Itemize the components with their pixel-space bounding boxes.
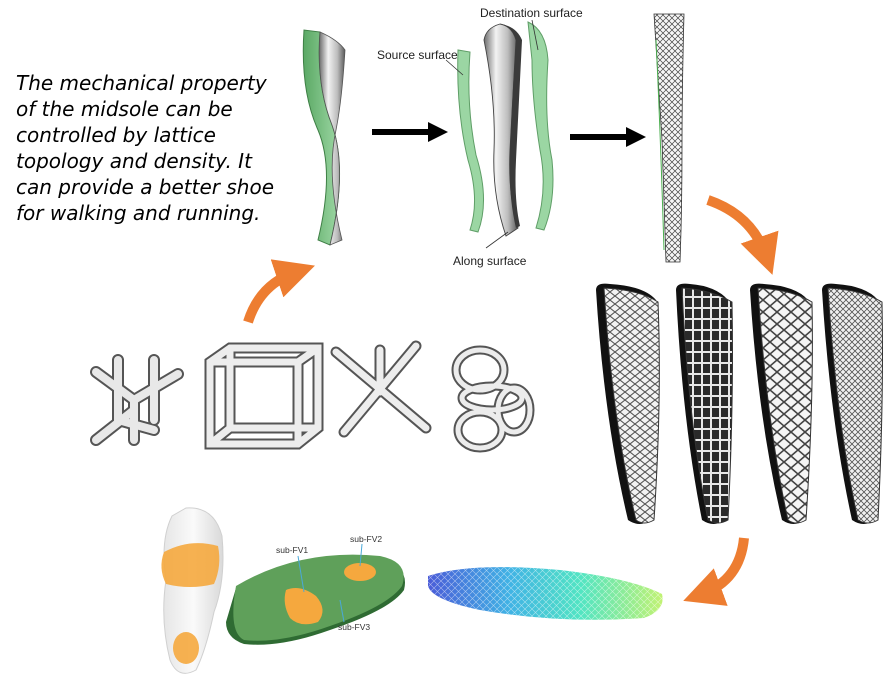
x-cross-lattice-icon [330, 340, 432, 438]
grid-lattice-midsole [676, 283, 733, 524]
insole-figure: sub-FV1 sub-FV2 sub-FV3 [226, 534, 405, 645]
orange-arrow-top-right [706, 195, 779, 275]
foot-pressure-figure [161, 507, 224, 674]
black-arrow-1 [372, 122, 448, 142]
ring-lattice-icon [451, 345, 535, 453]
sub-fv3-label: sub-FV3 [338, 622, 370, 632]
source-surface-label: Source surface [377, 48, 458, 62]
hex-lattice-midsole [596, 283, 660, 524]
orange-arrow-bottom-right [683, 537, 749, 606]
surface-mapping-figure: Destination surface Source surface Along… [377, 6, 583, 268]
lattice-unit-cells [90, 340, 535, 453]
twisted-surface-figure [302, 29, 346, 246]
description-text: The mechanical property of the midsole c… [16, 71, 275, 225]
destination-surface-label: Destination surface [480, 6, 583, 20]
black-arrow-2 [570, 127, 646, 147]
cube-lattice-icon [204, 342, 324, 450]
interlocked-lattice-icon [90, 354, 184, 446]
sub-fv1-label: sub-FV1 [276, 545, 308, 555]
sub-fv2-label: sub-FV2 [350, 534, 382, 544]
diamond-lattice-midsole [750, 283, 813, 524]
lattice-strip-figure [653, 13, 685, 263]
along-surface-label: Along surface [453, 254, 527, 268]
stress-heatmap-figure [428, 567, 663, 620]
fine-lattice-midsole [822, 283, 883, 524]
orange-arrow-left [243, 259, 315, 324]
midsole-variants [596, 283, 883, 524]
